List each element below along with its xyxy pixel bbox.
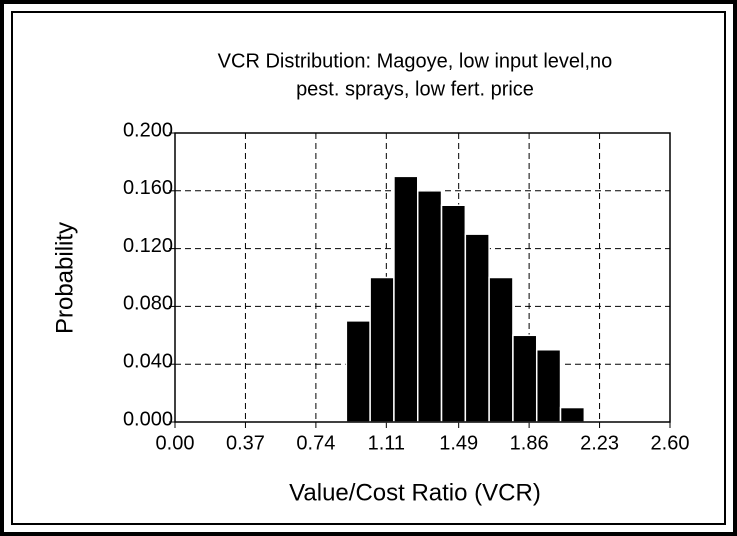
- x-tick-label: 0.74: [296, 432, 335, 454]
- chart-title: pest. sprays, low fert. price: [296, 78, 534, 100]
- x-axis-label: Value/Cost Ratio (VCR): [289, 479, 541, 506]
- x-tick-label: 1.49: [439, 432, 478, 454]
- x-tick-label: 1.86: [510, 432, 549, 454]
- bar: [464, 233, 490, 423]
- bar: [535, 349, 562, 423]
- y-tick-label: 0.080: [123, 293, 173, 315]
- x-tick-label: 0.00: [156, 432, 195, 454]
- plot-frame: [174, 132, 671, 423]
- x-tick-label: 1.11: [368, 432, 405, 454]
- y-tick-label: 0.040: [123, 350, 173, 372]
- inner-frame: [11, 11, 726, 525]
- x-tick-label: 2.23: [580, 432, 619, 454]
- bar: [512, 334, 538, 423]
- chart-title: VCR Distribution: Magoye, low input leve…: [218, 50, 613, 72]
- y-tick-label: 0.000: [123, 408, 173, 430]
- y-tick-label: 0.120: [123, 235, 173, 257]
- bar: [488, 276, 514, 423]
- bar: [393, 175, 419, 423]
- y-tick-label: 0.160: [123, 177, 173, 199]
- bar: [369, 276, 395, 423]
- y-tick-label: 0.200: [123, 119, 173, 141]
- bar: [440, 204, 467, 423]
- bar: [416, 190, 443, 423]
- x-tick-label: 2.60: [651, 432, 690, 454]
- y-axis-label: Probability: [51, 222, 78, 334]
- x-tick-label: 0.37: [226, 432, 265, 454]
- bar: [345, 320, 371, 423]
- bar: [559, 406, 586, 423]
